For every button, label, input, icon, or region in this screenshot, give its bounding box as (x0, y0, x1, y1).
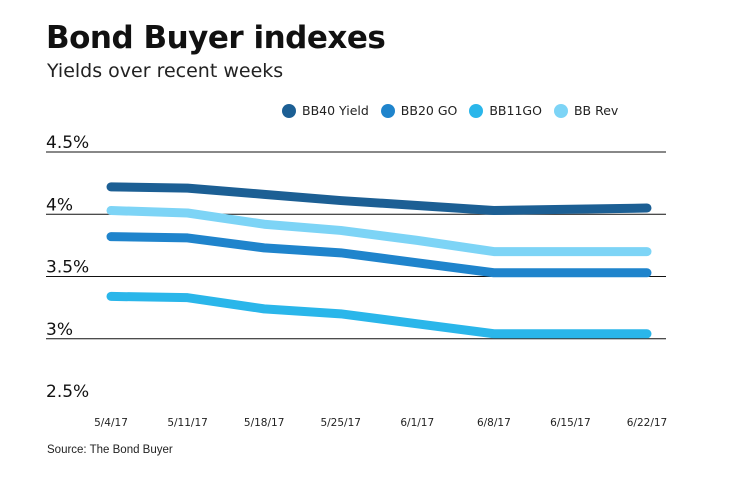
legend-item-bbrev: BB Rev (553, 103, 619, 118)
legend-label: BB Rev (573, 103, 619, 118)
legend-label: BB40 Yield (302, 103, 369, 118)
x-tick-label: 5/18/17 (244, 417, 284, 429)
y-tick-label: 3.5% (46, 258, 89, 278)
chart-legend: BB40 Yield BB20 GO BB11GO BB Rev (282, 103, 618, 118)
series-line (106, 291, 652, 339)
x-tick-label: 5/4/17 (94, 417, 128, 429)
legend-label: BB20 GO (400, 103, 458, 118)
x-tick-label: 6/8/17 (477, 417, 511, 429)
x-tick-label: 6/22/17 (627, 417, 667, 429)
legend-item-bb11: BB11GO (469, 103, 542, 118)
legend-swatch (282, 103, 296, 118)
chart-subtitle: Yields over recent weeks (47, 60, 284, 82)
source-note: Source: The Bond Buyer (47, 444, 173, 456)
y-tick-label: 4.5% (46, 133, 89, 153)
x-tick-label: 5/11/17 (167, 417, 207, 429)
y-tick-label: 4% (46, 195, 73, 215)
legend-swatch (553, 103, 568, 118)
legend-swatch (469, 103, 484, 118)
legend-item-bb40: BB40 Yield (282, 103, 369, 118)
y-tick-label: 2.5% (46, 382, 89, 402)
y-tick-label: 3% (46, 320, 73, 340)
series-line (106, 182, 652, 216)
series-line (106, 232, 652, 278)
chart-title: Bond Buyer indexes (46, 20, 386, 56)
series-line (106, 206, 652, 257)
x-tick-label: 5/25/17 (320, 417, 360, 429)
legend-label: BB11GO (489, 103, 542, 118)
legend-swatch (380, 103, 395, 118)
x-tick-label: 6/1/17 (400, 417, 434, 429)
legend-item-bb20: BB20 GO (380, 103, 458, 118)
x-tick-label: 6/15/17 (550, 417, 590, 429)
